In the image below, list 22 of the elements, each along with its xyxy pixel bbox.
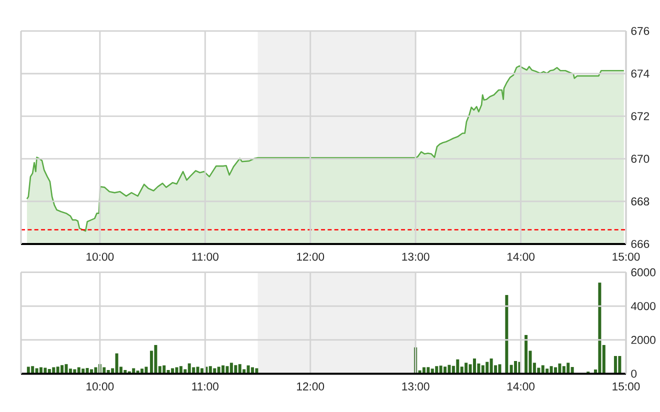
y-tick-label: 2000 [631,336,656,344]
x-tick-label: 12:00 [297,382,324,390]
y-tick-label: 6000 [631,268,656,276]
x-tick-label: 13:00 [402,252,430,261]
x-tick-label: 11:00 [192,382,218,390]
x-tick-label: 14:00 [507,252,535,261]
y-tick-label: 668 [631,197,650,206]
x-tick-label: 11:00 [192,252,218,261]
y-tick-label: 666 [631,240,650,248]
x-tick-label: 14:00 [507,382,535,390]
x-tick-label: 15:00 [612,252,640,261]
x-tick-label: 12:00 [297,252,324,261]
x-tick-label: 10:00 [86,252,114,261]
y-tick-label: 0 [631,370,637,378]
y-tick-label: 4000 [630,302,656,310]
y-tick-label: 674 [631,70,650,78]
y-tick-label: 670 [631,154,650,163]
x-tick-label: 15:00 [612,382,640,390]
x-tick-label: 13:00 [402,382,430,390]
x-tick-label: 10:00 [86,382,114,390]
y-tick-label: 672 [631,112,650,120]
y-tick-label: 676 [631,27,650,36]
